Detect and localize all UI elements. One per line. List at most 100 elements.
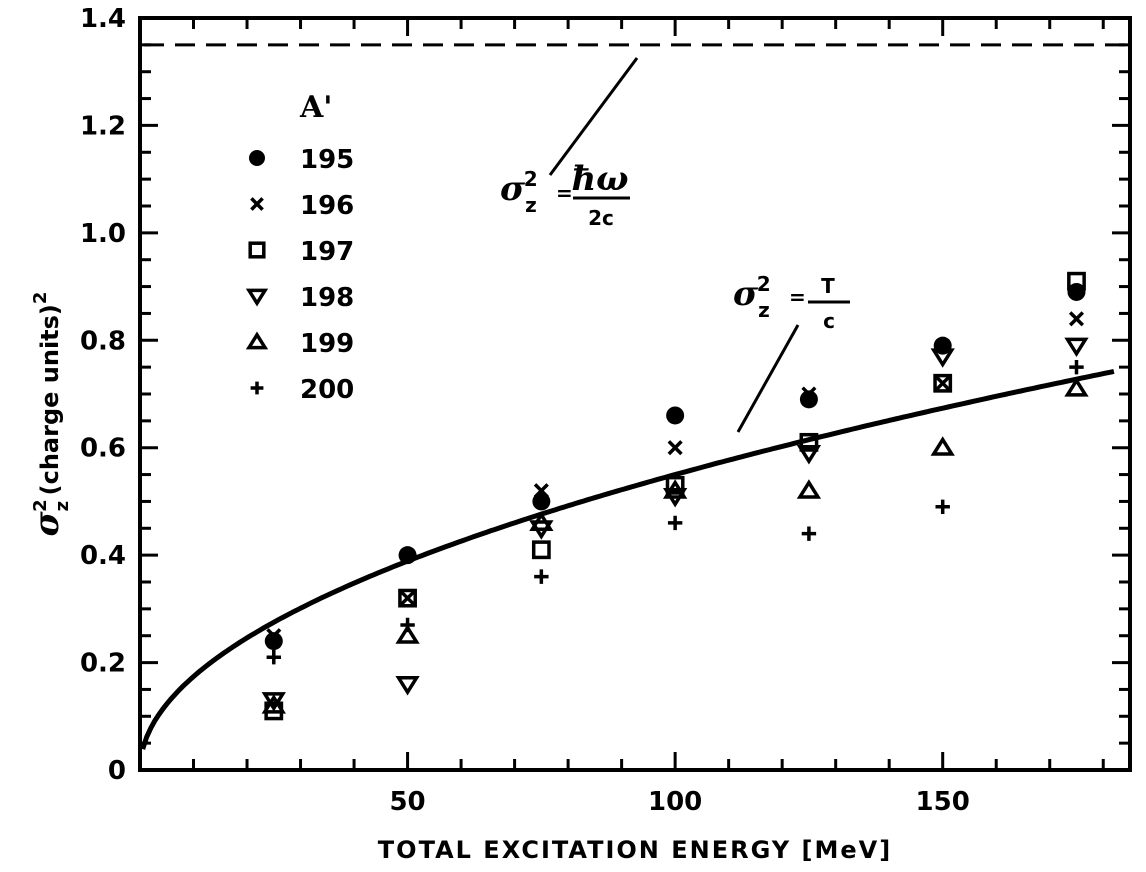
square-shape [248, 241, 266, 259]
circle-shape [666, 406, 685, 425]
up-triangle-shape [1064, 377, 1089, 397]
legend-marker-197 [248, 241, 266, 259]
axes: 50 100 150 0 0.2 0.4 0.6 0.8 1.0 1.2 1.4 TOTAL EXCI… [27, 4, 1132, 864]
plus-shape [1069, 359, 1084, 375]
data-point-198 [796, 445, 822, 465]
square-shape [665, 475, 685, 495]
dashed-label-eq: = [556, 181, 573, 205]
square-shape [933, 373, 953, 393]
legend-label: 200 [300, 375, 354, 405]
data-point-195 [799, 390, 818, 409]
data-point-197 [398, 588, 417, 608]
data-point-198 [1064, 337, 1089, 358]
plus-shape [534, 569, 549, 584]
data-markers [261, 271, 1089, 721]
plus-shape [400, 617, 415, 633]
data-point-196 [935, 375, 951, 391]
plus-shape [801, 526, 817, 541]
down-triangle-shape [930, 348, 955, 368]
data-point-195 [398, 546, 417, 565]
data-point-198 [395, 676, 420, 696]
down-triangle-shape [796, 445, 822, 465]
plus-shape [250, 381, 264, 395]
dashed-label-sigma: σ [500, 169, 526, 209]
up-triangle-shape [529, 511, 554, 531]
down-triangle-shape [1064, 337, 1089, 358]
cross-shape [400, 590, 416, 606]
data-point-197 [1067, 271, 1086, 291]
solid-label-eq: = [789, 285, 806, 309]
data-point-200 [1069, 359, 1084, 375]
y-tick-label: 1.0 [80, 219, 126, 249]
data-point-196 [266, 628, 282, 644]
legend-label: 198 [300, 283, 354, 313]
cross-shape [250, 197, 264, 211]
data-point-199 [662, 479, 688, 499]
data-point-197 [799, 432, 819, 452]
data-point-199 [395, 624, 420, 644]
legend-label: 195 [300, 145, 354, 175]
y-axis-label-sup: 2 [30, 499, 51, 512]
y-axis-label-rest: (charge units) [36, 304, 64, 495]
data-point-197 [665, 475, 685, 495]
circle-shape [799, 390, 818, 409]
legend: A' 195 196 197 198 199 200 [245, 90, 354, 405]
data-point-200 [534, 569, 549, 584]
data-point-200 [266, 650, 281, 665]
curves [140, 43, 1126, 750]
up-triangle-shape [261, 694, 286, 714]
legend-marker-198 [245, 288, 269, 307]
solid-label-denominator: c [823, 309, 835, 333]
cross-shape [801, 386, 817, 402]
y-tick-label: 1.2 [80, 111, 126, 141]
cross-shape [533, 483, 549, 499]
plus-shape [667, 515, 683, 531]
y-axis-label-sub: z [52, 501, 73, 511]
legend-label: 196 [300, 191, 354, 221]
solid-label-pointer [736, 324, 800, 433]
dashed-label-numerator: ħω [571, 159, 628, 199]
data-point-198 [261, 692, 286, 712]
y-tick-label: 0.2 [80, 649, 126, 679]
data-point-199 [261, 694, 286, 714]
y-tick-label: 1.4 [80, 4, 126, 34]
up-triangle-shape [245, 331, 269, 350]
data-point-196 [801, 386, 817, 402]
circle-shape [249, 150, 265, 166]
solid-label-sigma: σ [733, 274, 759, 314]
down-triangle-shape [245, 288, 269, 307]
down-triangle-shape [261, 692, 286, 712]
square-shape [799, 432, 819, 452]
up-triangle-shape [796, 479, 822, 499]
data-point-199 [1064, 377, 1089, 397]
y-tick-label: 0.4 [80, 541, 126, 571]
data-point-196 [667, 440, 683, 456]
up-triangle-shape [662, 479, 688, 499]
data-point-200 [801, 526, 817, 541]
x-tick-label: 50 [389, 787, 425, 817]
y-tick-label: 0.6 [80, 434, 126, 464]
dashed-label-pointer [548, 57, 639, 176]
fit-curve [140, 368, 1115, 750]
data-point-199 [930, 436, 955, 456]
solid-label-sup: 2 [757, 272, 771, 296]
circle-shape [264, 632, 283, 651]
solid-label-sub: z [758, 298, 770, 322]
y-axis-label-rest-sup: 2 [30, 292, 51, 305]
dashed-label-sup: 2 [524, 167, 538, 191]
up-triangle-shape [395, 624, 420, 644]
plus-shape [935, 499, 950, 514]
legend-label: 197 [300, 237, 354, 267]
cross-shape [266, 628, 282, 644]
y-tick-label: 0.8 [80, 326, 126, 356]
legend-marker-199 [245, 331, 269, 350]
legend-marker-196 [250, 197, 264, 211]
data-point-200 [935, 499, 950, 514]
solid-label-numerator: T [821, 274, 835, 298]
data-point-198 [930, 348, 955, 368]
legend-marker-195 [249, 150, 265, 166]
data-point-200 [667, 515, 683, 531]
up-triangle-shape [930, 436, 955, 456]
